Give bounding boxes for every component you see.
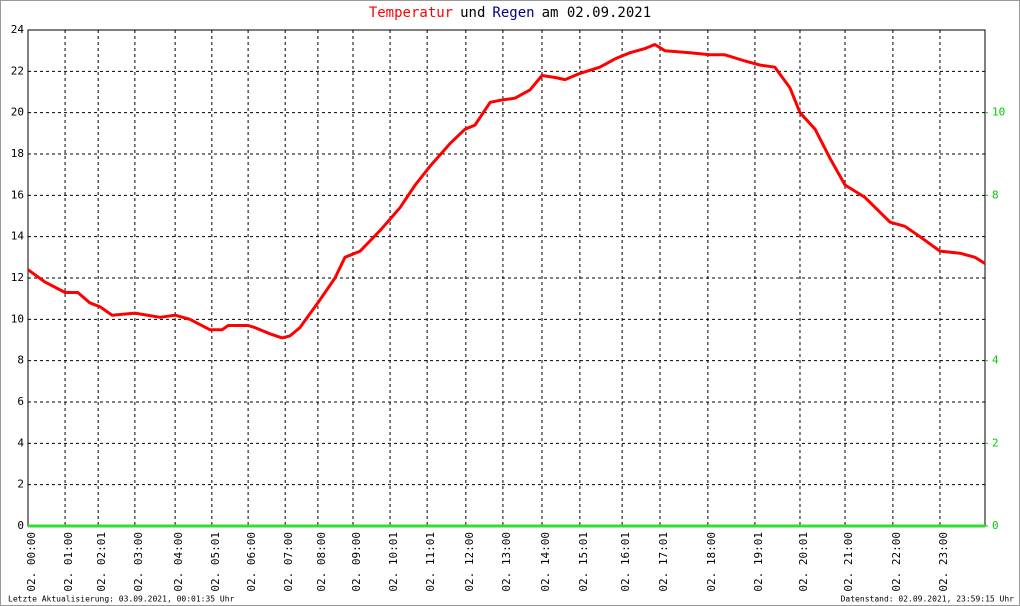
y-tick-label: 2	[17, 478, 24, 491]
x-tick-label: 02. 07:00	[282, 532, 295, 592]
x-tick-label: 02. 15:01	[577, 532, 590, 592]
series-line	[27, 43, 986, 340]
x-tick-label: 02. 21:00	[842, 532, 855, 592]
y2-tick-label: 10	[992, 106, 1005, 119]
y-tick-label: 18	[11, 147, 24, 160]
x-tick-label: 02. 02:01	[95, 532, 108, 592]
x-tick-label: 02. 20:01	[797, 532, 810, 592]
x-tick-label: 02. 06:00	[245, 532, 258, 592]
y-tick-label: 20	[11, 106, 24, 119]
x-tick-label: 02. 10:01	[387, 532, 400, 592]
x-tick-label: 02. 13:00	[500, 532, 513, 592]
x-tick-label: 02. 17:01	[657, 532, 670, 592]
y-tick-label: 4	[17, 436, 24, 449]
x-tick-label: 02. 19:01	[752, 532, 765, 592]
title-part: und	[460, 5, 485, 21]
x-tick-label: 02. 01:00	[62, 532, 75, 592]
y-tick-label: 0	[17, 519, 24, 532]
x-tick-label: 02. 22:00	[890, 532, 903, 592]
footer-left: Letzte Aktualisierung: 03.09.2021, 00:01…	[8, 595, 235, 604]
x-tick-label: 02. 14:00	[539, 532, 552, 592]
x-tick-label: 02. 00:00	[25, 532, 38, 592]
y-tick-label: 10	[11, 312, 24, 325]
footer-right: Datenstand: 02.09.2021, 23:59:15 Uhr	[841, 595, 1015, 604]
x-tick-label: 02. 12:00	[463, 532, 476, 592]
y-tick-label: 24	[11, 23, 25, 36]
chart-title: Temperatur und Regen am 02.09.2021	[369, 5, 651, 21]
x-tick-label: 02. 03:00	[132, 532, 145, 592]
x-tick-label: 02. 05:01	[209, 532, 222, 592]
y2-tick-label: 2	[992, 436, 999, 449]
y-tick-label: 14	[11, 230, 25, 243]
x-tick-label: 02. 11:01	[424, 532, 437, 592]
y-tick-label: 12	[11, 271, 24, 284]
y2-tick-label: 0	[992, 519, 999, 532]
title-part: am 02.09.2021	[542, 5, 652, 21]
title-part: Regen	[492, 5, 534, 21]
y-tick-label: 22	[11, 64, 24, 77]
title-part: Temperatur	[369, 5, 453, 21]
y2-tick-label: 4	[992, 354, 999, 367]
y2-tick-label: 8	[992, 188, 999, 201]
x-tick-label: 02. 09:00	[350, 532, 363, 592]
x-tick-label: 02. 16:01	[619, 532, 632, 592]
x-tick-label: 02. 08:00	[315, 532, 328, 592]
x-tick-label: 02. 23:00	[937, 532, 950, 592]
x-tick-label: 02. 18:00	[705, 532, 718, 592]
y-tick-label: 6	[17, 395, 24, 408]
x-tick-label: 02. 04:00	[172, 532, 185, 592]
y-tick-label: 8	[17, 354, 24, 367]
y-tick-label: 16	[11, 188, 24, 201]
